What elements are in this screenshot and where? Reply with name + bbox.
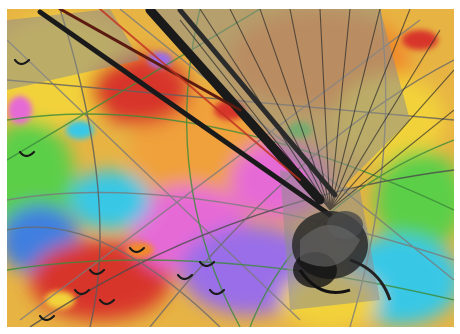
hook-marks [13, 58, 226, 322]
radiating-fan [179, 9, 454, 211]
dark-streaks [37, 9, 338, 218]
color-patches [7, 10, 454, 327]
dark-mass [292, 211, 392, 301]
